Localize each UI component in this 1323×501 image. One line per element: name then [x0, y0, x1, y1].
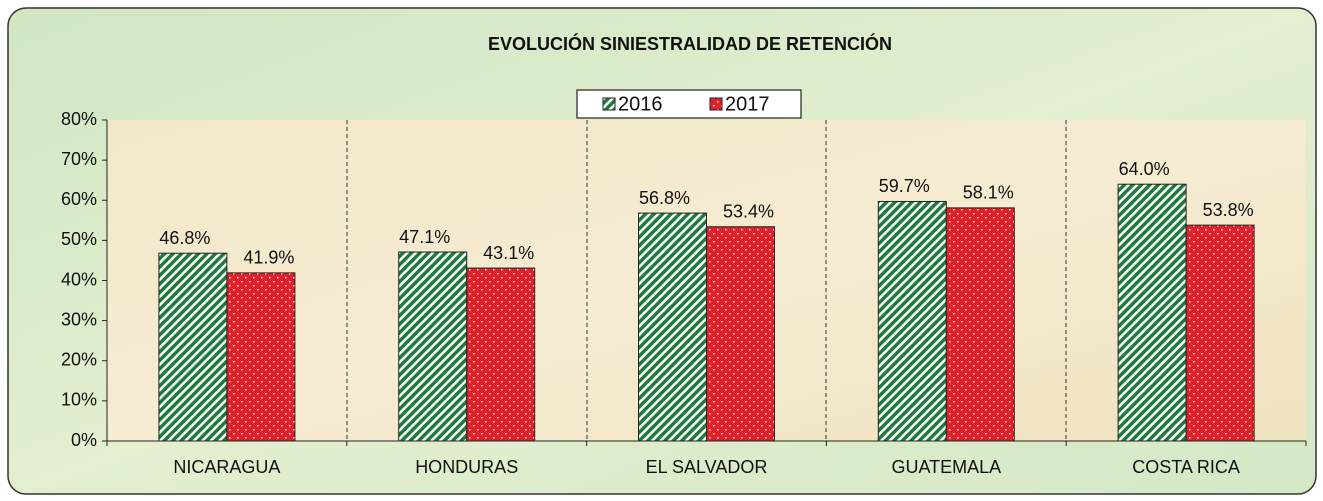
- y-tick-label: 70%: [61, 149, 97, 169]
- data-label: 43.1%: [483, 243, 534, 263]
- bar: [1185, 224, 1255, 442]
- data-label: 56.8%: [639, 188, 690, 208]
- x-tick-label: NICARAGUA: [173, 457, 280, 477]
- bar: [945, 207, 1015, 442]
- chart-title: EVOLUCIÓN SINIESTRALIDAD DE RETENCIÓN: [488, 33, 892, 54]
- bar: [466, 267, 536, 442]
- bar: [1117, 183, 1187, 442]
- x-tick-label: GUATEMALA: [891, 457, 1001, 477]
- legend-label: 2016: [618, 93, 663, 115]
- y-tick-label: 80%: [61, 109, 97, 129]
- category-dividers: [346, 120, 1067, 441]
- y-tick-label: 10%: [61, 390, 97, 410]
- legend-label: 2017: [725, 93, 770, 115]
- data-label: 59.7%: [879, 176, 930, 196]
- data-label: 53.8%: [1203, 200, 1254, 220]
- data-label: 47.1%: [399, 227, 450, 247]
- bar: [226, 272, 296, 442]
- y-tick-label: 50%: [61, 229, 97, 249]
- bar: [398, 251, 468, 442]
- y-tick-label: 40%: [61, 269, 97, 289]
- x-tick-label: COSTA RICA: [1132, 457, 1240, 477]
- bar: [638, 212, 707, 442]
- legend-swatch: [602, 97, 616, 111]
- bar: [706, 226, 775, 442]
- x-tick-label: EL SALVADOR: [646, 457, 768, 477]
- data-label: 64.0%: [1119, 159, 1170, 179]
- bar: [877, 200, 947, 442]
- data-label: 46.8%: [159, 228, 210, 248]
- data-label: 53.4%: [723, 201, 774, 221]
- data-label: 41.9%: [243, 248, 294, 268]
- bar: [158, 252, 228, 442]
- y-tick-label: 60%: [61, 189, 97, 209]
- x-tick-label: HONDURAS: [415, 457, 518, 477]
- y-tick-label: 30%: [61, 309, 97, 329]
- y-tick-label: 20%: [61, 350, 97, 370]
- y-tick-label: 0%: [71, 430, 97, 450]
- data-label: 58.1%: [963, 183, 1014, 203]
- legend-swatch: [709, 97, 723, 111]
